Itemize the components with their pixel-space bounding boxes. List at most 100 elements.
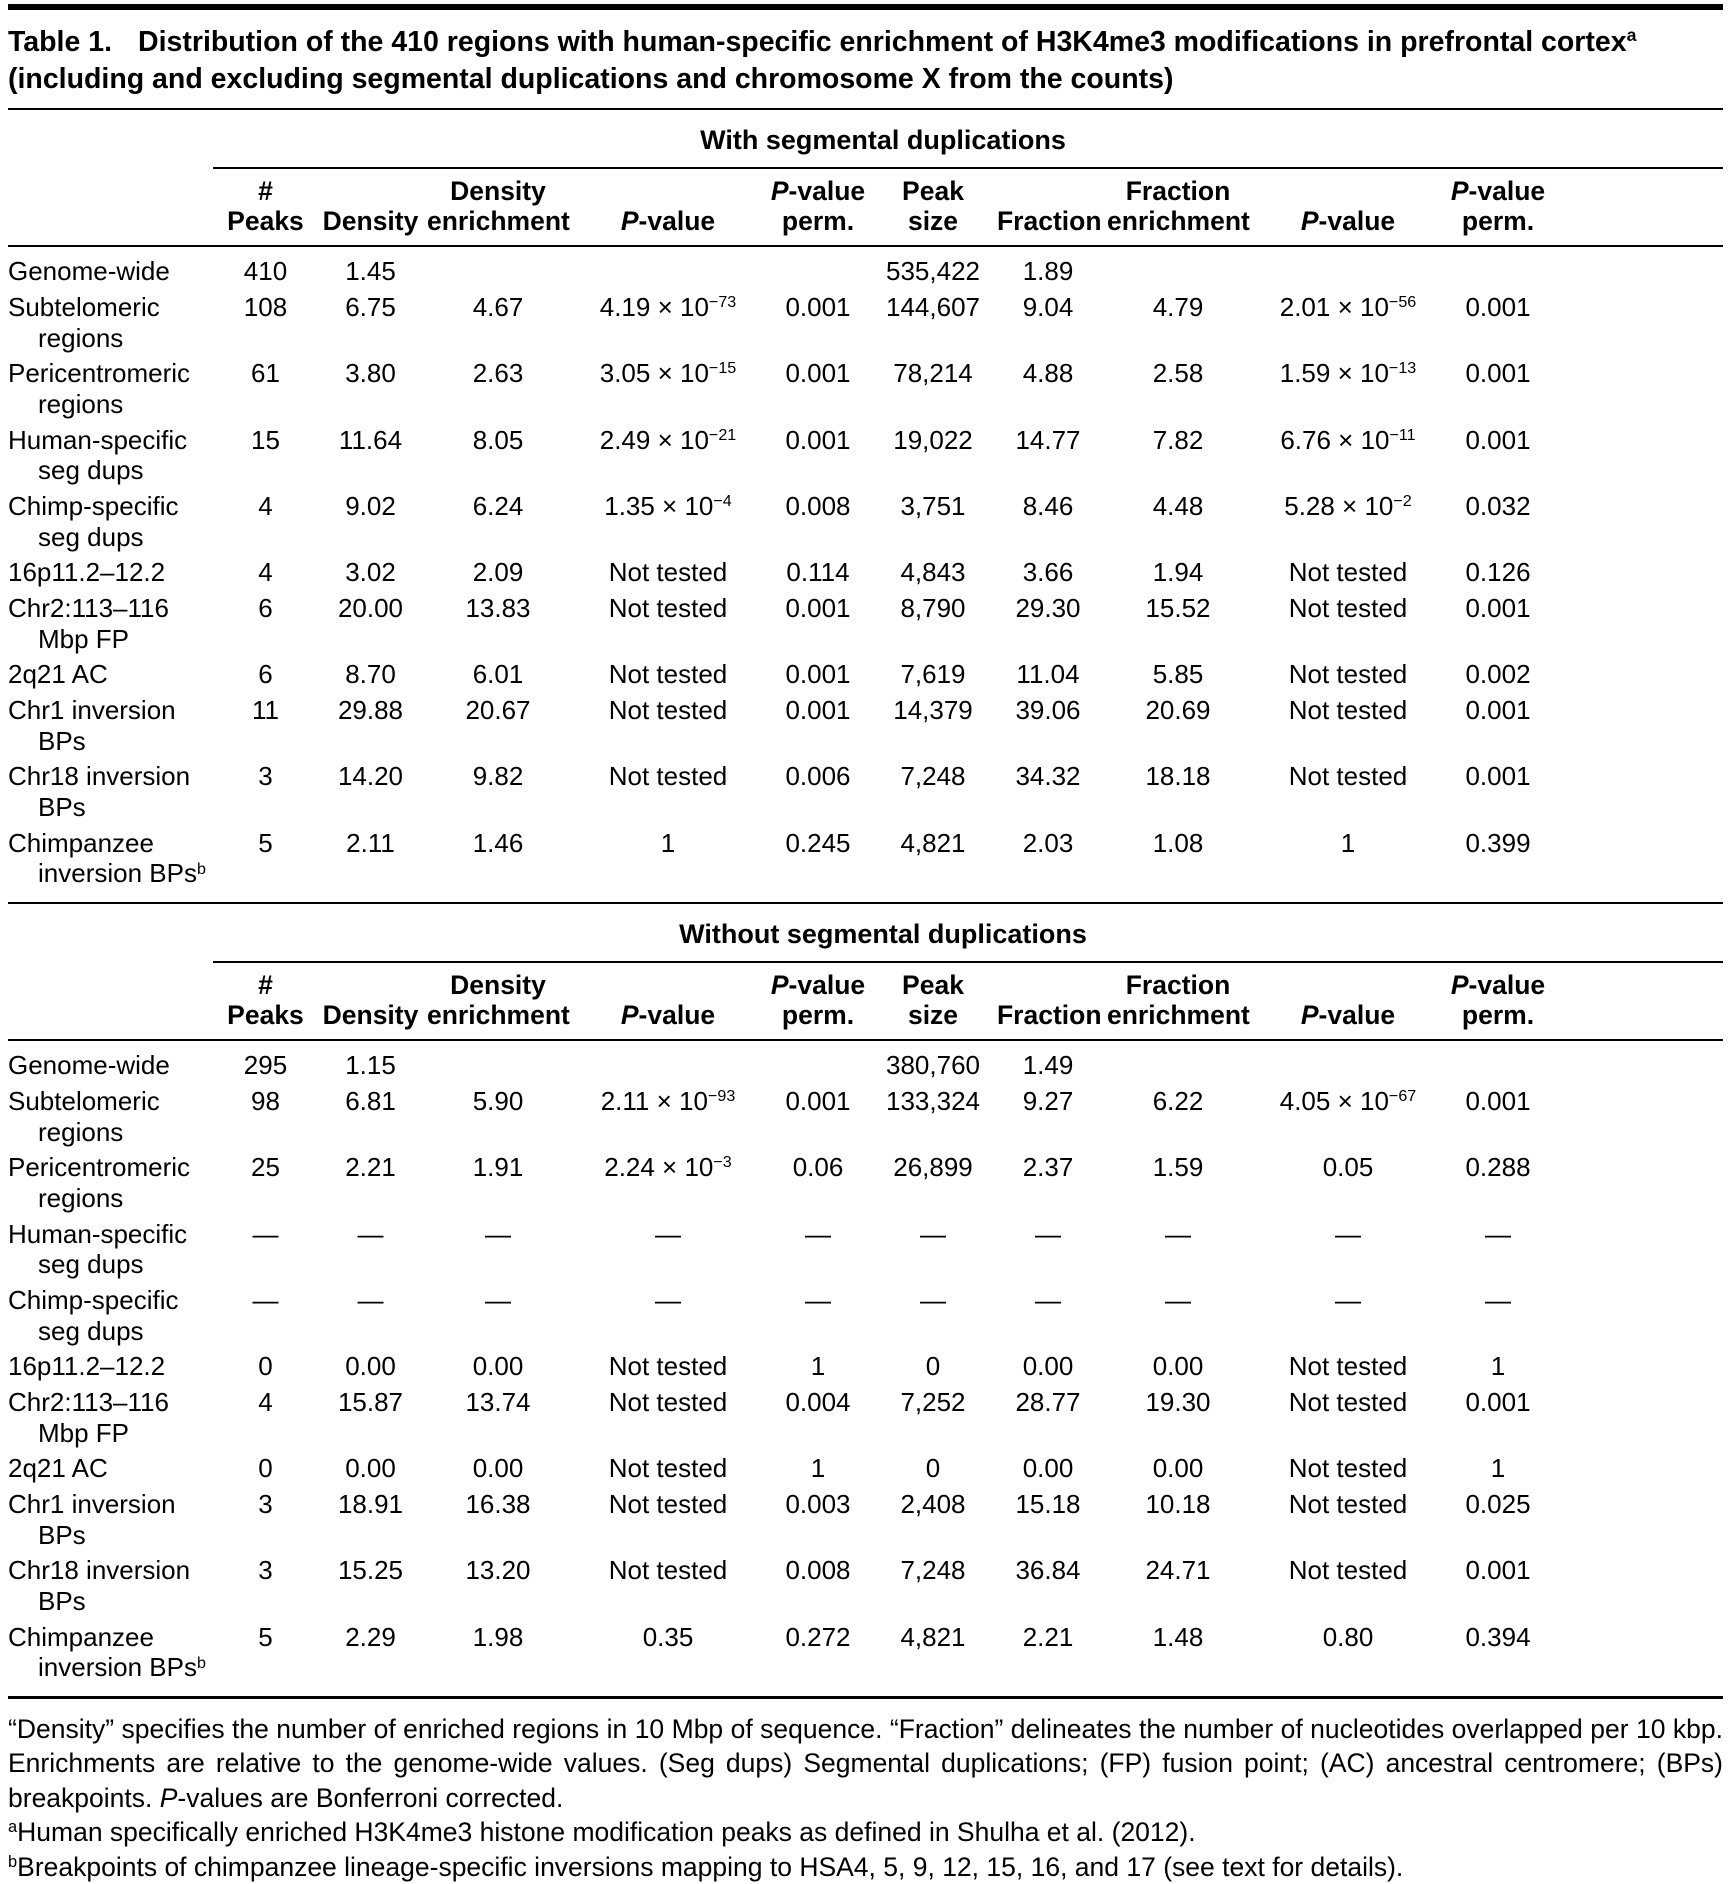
data-cell: 2.37 bbox=[1022, 1152, 1074, 1183]
data-cell: 0.002 bbox=[1465, 659, 1531, 690]
row-label: 2q21 AC bbox=[8, 659, 108, 690]
data-cell: 4.88 bbox=[1022, 358, 1074, 389]
data-cell: 0.00 bbox=[345, 1453, 396, 1484]
data-cell: 5.90 bbox=[472, 1085, 524, 1116]
column-header: Density enrichment bbox=[423, 167, 573, 248]
data-cell: Not tested bbox=[1288, 593, 1408, 624]
row-end-spacer bbox=[1553, 825, 1723, 903]
data-cell: 2,408 bbox=[900, 1489, 966, 1519]
section-heading: With segmental duplications bbox=[213, 108, 1554, 169]
data-cell: 0.394 bbox=[1465, 1621, 1531, 1652]
data-cell bbox=[573, 1040, 763, 1083]
data-cell: 410 bbox=[243, 256, 288, 287]
data-cell: 4.79 bbox=[1152, 291, 1204, 322]
data-cell: 1.48 bbox=[1152, 1621, 1204, 1652]
data-cell bbox=[1103, 1040, 1253, 1083]
row-label: Chr1 inversion BPs bbox=[8, 695, 176, 756]
data-cell: 19,022 bbox=[893, 424, 973, 455]
data-cell: 1.15 bbox=[345, 1050, 396, 1081]
column-header: Peak size bbox=[873, 961, 993, 1042]
data-cell: 7,248 bbox=[900, 761, 966, 792]
table-row: Subtelomeric regions 108 6.75 4.67 4.19 × 10… bbox=[8, 289, 1723, 355]
data-cell: 0.245 bbox=[785, 827, 851, 858]
data-cell bbox=[1103, 246, 1253, 289]
data-cell bbox=[423, 246, 573, 289]
data-cell: 0.06 bbox=[792, 1152, 844, 1183]
top-rule bbox=[8, 4, 1723, 10]
row-label: Genome-wide bbox=[8, 256, 170, 287]
data-cell: 0.001 bbox=[1465, 358, 1531, 389]
data-cell: 20.67 bbox=[465, 695, 531, 726]
data-cell: 0.00 bbox=[472, 1453, 524, 1484]
data-cell: 3.80 bbox=[345, 358, 396, 389]
data-cell: 1.59 bbox=[1152, 1152, 1204, 1183]
data-cell: 18.18 bbox=[1145, 761, 1211, 792]
data-cell: 0.001 bbox=[1465, 695, 1531, 726]
data-cell: 295 bbox=[243, 1050, 288, 1081]
data-cell: 29.30 bbox=[1015, 593, 1081, 624]
column-header: P-value perm. bbox=[763, 167, 873, 248]
data-cell: 0.05 bbox=[1322, 1152, 1374, 1183]
column-header: P-value bbox=[573, 961, 763, 1042]
data-cell: 1 bbox=[810, 1453, 826, 1484]
data-cell: 133,324 bbox=[886, 1085, 980, 1116]
table-row: Human-specific seg dups — — — — — — — — — — bbox=[8, 1216, 1723, 1282]
data-cell: 0.001 bbox=[785, 695, 851, 726]
data-cell: 98 bbox=[251, 1085, 280, 1116]
data-cell: 8.46 bbox=[1022, 491, 1074, 521]
data-cell: Not tested bbox=[1288, 659, 1408, 690]
data-cell: 4,821 bbox=[900, 1621, 966, 1652]
data-cell: 15.52 bbox=[1145, 593, 1211, 624]
data-cell: 18.91 bbox=[337, 1489, 404, 1519]
data-cell: 0.00 bbox=[1022, 1351, 1074, 1382]
row-end-spacer bbox=[1553, 289, 1723, 355]
data-cell: 14.20 bbox=[337, 761, 404, 792]
data-cell: 0.032 bbox=[1465, 491, 1531, 521]
data-cell: 1.35 × 10−4 bbox=[604, 491, 732, 521]
data-cell: 0.008 bbox=[785, 491, 851, 521]
row-label: Chimpanzee inversion BPsb bbox=[8, 1621, 206, 1683]
table-label: Table 1. bbox=[8, 26, 113, 58]
data-cell: — bbox=[920, 1284, 946, 1315]
table-row: Chimp-specific seg dups — — — — — — — — — — bbox=[8, 1282, 1723, 1348]
section-spacer bbox=[8, 902, 213, 962]
column-header: # Peaks bbox=[213, 167, 318, 248]
data-cell: 0 bbox=[258, 1453, 273, 1484]
row-end-spacer bbox=[1553, 1553, 1723, 1619]
data-cell bbox=[1253, 246, 1443, 289]
row-label: Chimp-specific seg dups bbox=[8, 491, 179, 552]
data-cell: Not tested bbox=[608, 557, 728, 588]
data-cell: — bbox=[1165, 1218, 1191, 1249]
data-cell: 0.001 bbox=[785, 659, 851, 690]
column-header: P-value perm. bbox=[1443, 167, 1554, 248]
data-cell: 0.00 bbox=[345, 1351, 396, 1382]
header-end-spacer bbox=[1553, 961, 1724, 1042]
data-cell bbox=[423, 1040, 573, 1083]
data-cell: — bbox=[1035, 1218, 1061, 1249]
data-cell: Not tested bbox=[608, 659, 728, 690]
table-row: Chimpanzee inversion BPsb 5 2.11 1.46 1 0.245… bbox=[8, 825, 1723, 903]
row-end-spacer bbox=[1553, 356, 1723, 422]
data-cell: 5 bbox=[258, 827, 273, 858]
table-row: Chr2:113–116 Mbp FP 6 20.00 13.83 Not tested… bbox=[8, 591, 1723, 657]
row-label: Chr18 inversion BPs bbox=[8, 761, 191, 823]
table-row: 2q21 AC 6 8.70 6.01 Not tested 0.001 7,619 11.0… bbox=[8, 657, 1723, 693]
data-cell: — bbox=[655, 1284, 681, 1315]
table-row: Chimp-specific seg dups 4 9.02 6.24 1.35 × 1… bbox=[8, 489, 1723, 555]
row-end-spacer bbox=[1553, 422, 1723, 488]
data-cell: 108 bbox=[243, 291, 288, 322]
data-cell: 2.29 bbox=[345, 1621, 396, 1652]
data-cell bbox=[1253, 1040, 1443, 1083]
table-row: Chr2:113–116 Mbp FP 4 15.87 13.74 Not tested… bbox=[8, 1384, 1723, 1450]
data-cell: Not tested bbox=[608, 1555, 728, 1586]
data-cell: 0.001 bbox=[1465, 424, 1531, 455]
data-cell: 25 bbox=[251, 1152, 280, 1183]
data-cell: 4 bbox=[258, 557, 273, 588]
row-label: Genome-wide bbox=[8, 1050, 170, 1081]
data-cell: 2.21 bbox=[1022, 1621, 1074, 1652]
column-header: P-value bbox=[573, 167, 763, 248]
data-cell: 1 bbox=[1340, 827, 1356, 858]
data-cell: 28.77 bbox=[1015, 1386, 1081, 1417]
table-row: Genome-wide 410 1.45 535,422 1.89 bbox=[8, 246, 1723, 289]
data-cell: 0.001 bbox=[1465, 593, 1531, 624]
